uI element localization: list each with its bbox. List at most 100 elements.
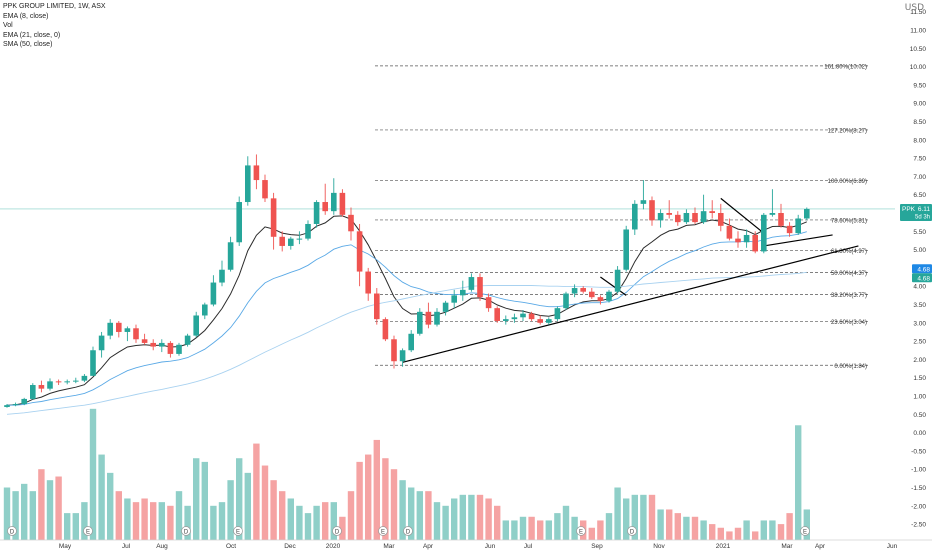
- volume-bar: [468, 494, 475, 540]
- candle-body: [184, 335, 191, 345]
- candle-body: [4, 405, 10, 407]
- legend-title: PPK GROUP LIMITED, 1W, ASX: [3, 3, 106, 10]
- candle: [769, 189, 776, 217]
- candle-body: [21, 398, 27, 405]
- event-marker-circle: [403, 526, 413, 536]
- legend-ema8[interactable]: EMA (8, close): [3, 12, 49, 20]
- fib-level-label: 38.20%(3.77): [831, 293, 867, 299]
- volume-bar: [261, 465, 269, 540]
- candle: [528, 311, 535, 321]
- x-tick-label: May: [59, 543, 72, 550]
- x-tick-label: Mar: [383, 543, 395, 550]
- sma50-line: [6, 271, 807, 415]
- event-marker: E: [83, 526, 93, 536]
- candle: [279, 231, 285, 252]
- volume-bar: [494, 505, 501, 540]
- volume-bar: [390, 469, 398, 540]
- candle-body: [597, 297, 604, 301]
- volume-bar: [640, 494, 647, 540]
- candle: [133, 324, 139, 343]
- candle: [288, 236, 294, 250]
- candle: [167, 341, 174, 358]
- event-marker-label: E: [236, 530, 240, 536]
- event-marker: D: [403, 526, 413, 536]
- volume-bar: [760, 520, 767, 540]
- candle: [184, 333, 191, 347]
- candle: [735, 231, 741, 248]
- volume-bar: [786, 513, 793, 540]
- candle-body: [640, 200, 647, 204]
- candle-body: [90, 350, 96, 376]
- x-tick-label: Nov: [653, 543, 665, 550]
- candle-body: [159, 342, 165, 347]
- volume-bar: [89, 408, 97, 540]
- candle: [700, 194, 707, 224]
- volume-bar: [631, 494, 638, 540]
- volume-bar: [244, 472, 251, 540]
- candle: [30, 383, 36, 400]
- ma-price-badge-value: 4.68: [917, 266, 930, 273]
- candle: [571, 284, 578, 298]
- candle-body: [64, 381, 70, 383]
- candle-body: [262, 180, 268, 199]
- volume-bar: [72, 513, 79, 540]
- y-tick-label: 0.50: [913, 412, 926, 419]
- legend-ema21[interactable]: EMA (21, close, 0): [3, 31, 61, 39]
- candle: [391, 335, 397, 369]
- currency-label[interactable]: USD: [904, 3, 924, 13]
- volume-bar: [115, 491, 122, 540]
- candle-body: [322, 202, 328, 212]
- x-tick-label: Jun: [887, 543, 898, 550]
- trendlines: [402, 197, 859, 363]
- candle: [47, 378, 53, 391]
- x-tick-label: Jun: [485, 543, 496, 550]
- candle: [520, 309, 526, 321]
- y-tick-label: 4.00: [913, 284, 926, 291]
- candle: [141, 333, 148, 345]
- volume-bar: [330, 502, 337, 540]
- candle: [675, 211, 681, 226]
- candle: [434, 308, 440, 327]
- candle: [795, 214, 801, 235]
- legend-sma50[interactable]: SMA (50, close): [3, 41, 53, 48]
- volume-bar: [373, 439, 380, 540]
- candle: [365, 267, 371, 301]
- event-marker-label: D: [335, 530, 340, 536]
- candle-body: [202, 304, 208, 316]
- event-marker: D: [627, 526, 637, 536]
- y-tick-label: 8.00: [913, 137, 926, 144]
- volume-bar: [365, 454, 372, 540]
- candle-body: [391, 339, 397, 362]
- volume-bar: [769, 520, 776, 540]
- volume-bar: [562, 505, 570, 540]
- ma-price-badge-value: 4.68: [917, 275, 930, 282]
- event-marker-label: D: [406, 530, 411, 536]
- candle-body: [193, 315, 199, 336]
- legend-volume[interactable]: Vol: [3, 22, 13, 29]
- candle-body: [219, 269, 225, 283]
- candle: [425, 302, 432, 329]
- candle-body: [554, 308, 561, 320]
- candle-body: [537, 319, 543, 323]
- volume-bar: [12, 491, 19, 540]
- candle-body: [683, 213, 690, 223]
- volume-bar: [399, 480, 406, 540]
- candle: [778, 203, 784, 228]
- candle: [98, 331, 105, 358]
- volume-bar: [107, 472, 114, 540]
- candle-body: [606, 291, 612, 301]
- volume-bar: [752, 531, 759, 540]
- event-marker-circle: [83, 526, 93, 536]
- ma-price-badge: 4.68: [912, 264, 932, 274]
- volume-bar: [184, 505, 191, 540]
- candle-body: [460, 289, 466, 296]
- volume-bar: [519, 516, 527, 540]
- candle: [614, 266, 621, 294]
- volume-bar: [528, 516, 535, 540]
- candle: [546, 317, 552, 325]
- chart-legend: PPK GROUP LIMITED, 1W, ASX EMA (8, close…: [3, 2, 106, 50]
- candle: [55, 379, 62, 386]
- event-marker-circle: [181, 526, 191, 536]
- volume-bar: [545, 520, 552, 540]
